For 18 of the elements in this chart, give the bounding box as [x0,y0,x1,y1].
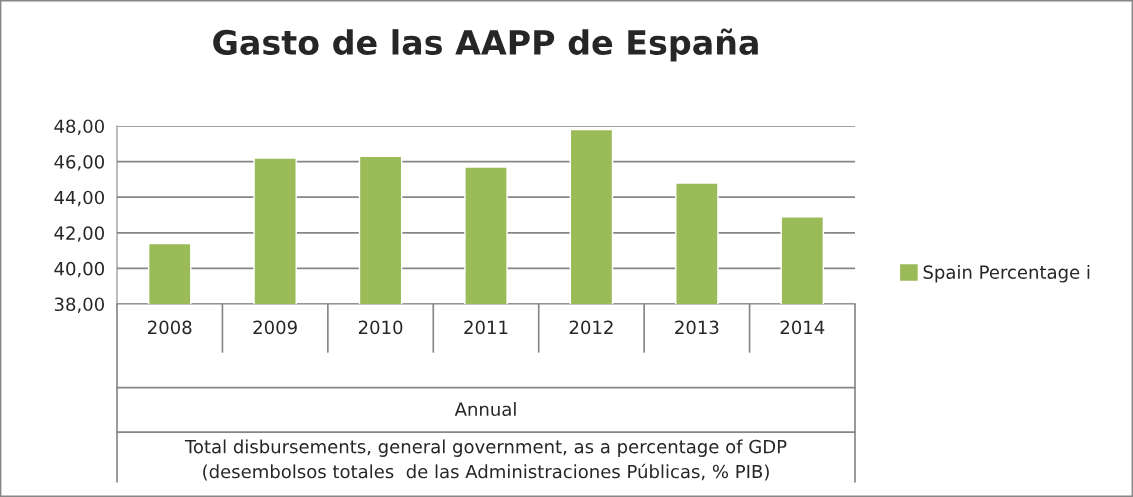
x-tick-label: 2012 [569,320,613,335]
x-tick-label: 2010 [358,320,403,335]
x-tick-label: 2013 [675,320,719,335]
x-tick-label: 2011 [464,320,508,335]
y-tick-label: 48,00 [54,119,104,135]
y-tick-label: 38,00 [54,297,104,313]
x-tick-label: 2014 [780,320,825,335]
y-tick-label: 46,00 [54,155,104,171]
x-axis-title: Annual [454,402,516,417]
y-tick-label: 44,00 [54,190,104,207]
x-tick-label: 2009 [253,320,297,335]
legend-label: Spain Percentage i [923,265,1090,283]
y-tick-label: 40,00 [54,261,104,278]
text: (desembolsos totales de las Administraciones Públicas, % PIB) [203,463,769,481]
chart-title: Gasto de las AAPP de España [213,28,758,62]
x-tick-label: 2008 [148,320,192,335]
text: Total disbursements, general government, as a percentage of GDP [184,439,787,457]
y-tick-label: 42,00 [54,226,104,242]
